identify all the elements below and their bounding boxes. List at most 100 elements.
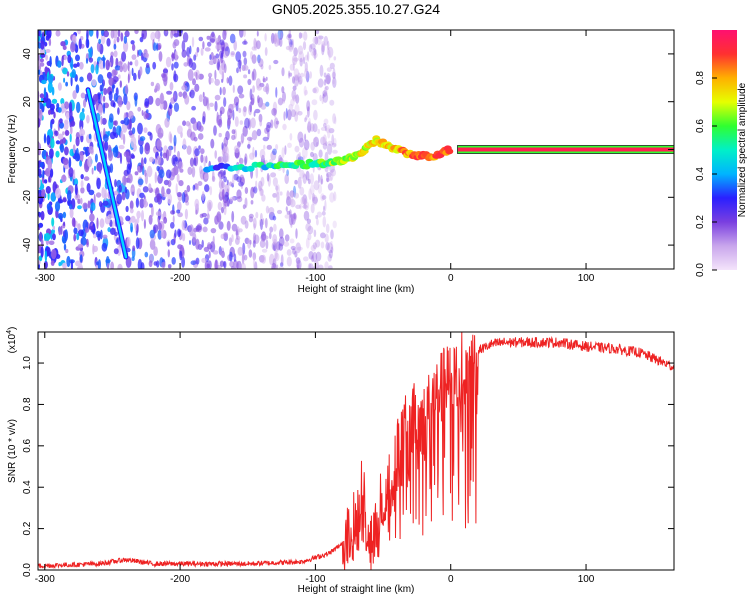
heatmap-noise-cell	[57, 60, 62, 68]
heatmap-noise-cell	[302, 204, 308, 209]
heatmap-noise-cell	[208, 60, 215, 66]
heatmap-noise-cell	[113, 69, 118, 76]
heatmap-noise-cell	[295, 257, 301, 265]
heatmap-x-ticks: -300 -200 -100 0 100	[35, 30, 595, 284]
heatmap-noise-cell	[119, 66, 123, 73]
heatmap-noise-cell	[217, 201, 223, 211]
heatmap-noise-cell	[218, 221, 224, 230]
heatmap-noise-cell	[212, 235, 215, 247]
heatmap-noise-cell	[302, 41, 307, 51]
heatmap-noise-cell	[312, 266, 318, 269]
heatmap-noise-cell	[183, 62, 189, 67]
heatmap-noise-cell	[97, 104, 103, 116]
heatmap-noise-cell	[135, 197, 139, 208]
heatmap-noise-cell	[114, 65, 121, 71]
heatmap-noise-cell	[124, 186, 128, 194]
heatmap-noise-cell	[83, 176, 90, 181]
heatmap-noise-cell	[78, 151, 84, 163]
heatmap-noise-cell	[312, 36, 319, 45]
heatmap-noise-cell	[174, 50, 178, 61]
heatmap-noise-cell	[189, 91, 192, 97]
heatmap-noise-cell	[87, 200, 91, 209]
heatmap-noise-cell	[178, 91, 183, 98]
heatmap-noise-cell	[303, 56, 306, 65]
heatmap-noise-cell	[303, 210, 310, 221]
heatmap-noise-cell	[104, 216, 111, 225]
heatmap-noise-cell	[69, 108, 73, 120]
heatmap-noise-cell	[187, 69, 194, 81]
heatmap-noise-cell	[49, 148, 54, 159]
heatmap-noise-cell	[242, 30, 246, 37]
heatmap-noise-cell	[93, 165, 97, 171]
heatmap-noise-cell	[204, 184, 210, 193]
heatmap-noise-cell	[326, 173, 329, 183]
heatmap-noise-cell	[214, 100, 218, 112]
heatmap-noise-cell	[77, 30, 82, 35]
heatmap-noise-cell	[125, 84, 129, 95]
heatmap-noise-cell	[88, 146, 94, 154]
heatmap-noise-cell	[331, 134, 335, 146]
heatmap-noise-cell	[44, 66, 48, 75]
heatmap-noise-cell	[140, 52, 144, 61]
heatmap-noise-cell	[70, 120, 76, 127]
heatmap-noise-cell	[300, 196, 305, 205]
heatmap-noise-cell	[76, 232, 80, 241]
heatmap-noise-cell	[182, 138, 187, 151]
heatmap-noise-cell	[70, 259, 73, 269]
heatmap-noise-cell	[303, 256, 309, 262]
heatmap-noise-cell	[182, 120, 187, 126]
heatmap-noise-cell	[319, 94, 322, 102]
heatmap-noise-cell	[176, 191, 182, 198]
heatmap-noise-cell	[95, 230, 101, 238]
heatmap-noise-cell	[143, 157, 147, 165]
heatmap-noise-cell	[266, 121, 272, 129]
heatmap-noise-cell	[100, 115, 103, 125]
heatmap-noise-cell	[59, 143, 65, 153]
heatmap-noise-cell	[310, 203, 315, 214]
heatmap-noise-cell	[240, 133, 245, 144]
heatmap-noise-cell	[57, 212, 64, 220]
heatmap-noise-cell	[233, 145, 240, 154]
heatmap-noise-cell	[316, 211, 322, 218]
heatmap-noise-cell	[76, 62, 80, 67]
heatmap-noise-cell	[57, 107, 62, 113]
heatmap-noise-cell	[114, 179, 117, 188]
heatmap-noise-cell	[256, 30, 259, 37]
heatmap-noise-cell	[64, 119, 69, 125]
heatmap-noise-cell	[296, 259, 302, 269]
heatmap-noise-cell	[300, 32, 303, 39]
heatmap-noise-cell	[307, 263, 312, 269]
heatmap-noise-cell	[321, 96, 324, 105]
heatmap-noise-cell	[316, 35, 322, 46]
heatmap-noise-cell	[86, 38, 90, 49]
snr-y-scale-close: )	[7, 327, 18, 330]
heatmap-noise-cell	[261, 231, 266, 242]
heatmap-noise-cell	[113, 43, 117, 50]
heatmap-noise-cell	[195, 71, 198, 80]
heatmap-noise-cell	[96, 41, 101, 52]
heatmap-noise-cell	[174, 229, 177, 238]
heatmap-noise-cell	[323, 118, 329, 125]
heatmap-noise-cell	[201, 191, 205, 202]
heatmap-noise-cell	[290, 98, 295, 107]
heatmap-noise-cell	[291, 89, 297, 100]
heatmap-noise-cell	[286, 169, 289, 177]
heatmap-noise-cell	[45, 186, 51, 194]
heatmap-noise-cell	[330, 243, 334, 250]
heatmap-noise-cell	[177, 150, 180, 160]
heatmap-noise-cell	[191, 36, 195, 48]
heatmap-noise-cell	[96, 177, 101, 190]
heatmap-noise-cell	[297, 45, 304, 55]
heatmap-noise-cell	[232, 84, 235, 94]
snr-y-ticks: 0.0 0.2 0.4 0.6 0.8 1.0	[22, 356, 674, 577]
heatmap-track-cell	[445, 148, 454, 155]
heatmap-noise-cell	[332, 220, 337, 229]
heatmap-noise-cell	[295, 263, 301, 268]
heatmap-noise-cell	[318, 149, 323, 158]
colorbar-tick-label: 0.2	[695, 215, 706, 229]
heatmap-noise-cell	[110, 227, 116, 235]
heatmap-noise-cell	[287, 33, 292, 39]
heatmap-noise-cell	[249, 239, 252, 245]
heatmap-noise-cell	[145, 113, 150, 119]
heatmap-noise-cell	[229, 196, 236, 201]
